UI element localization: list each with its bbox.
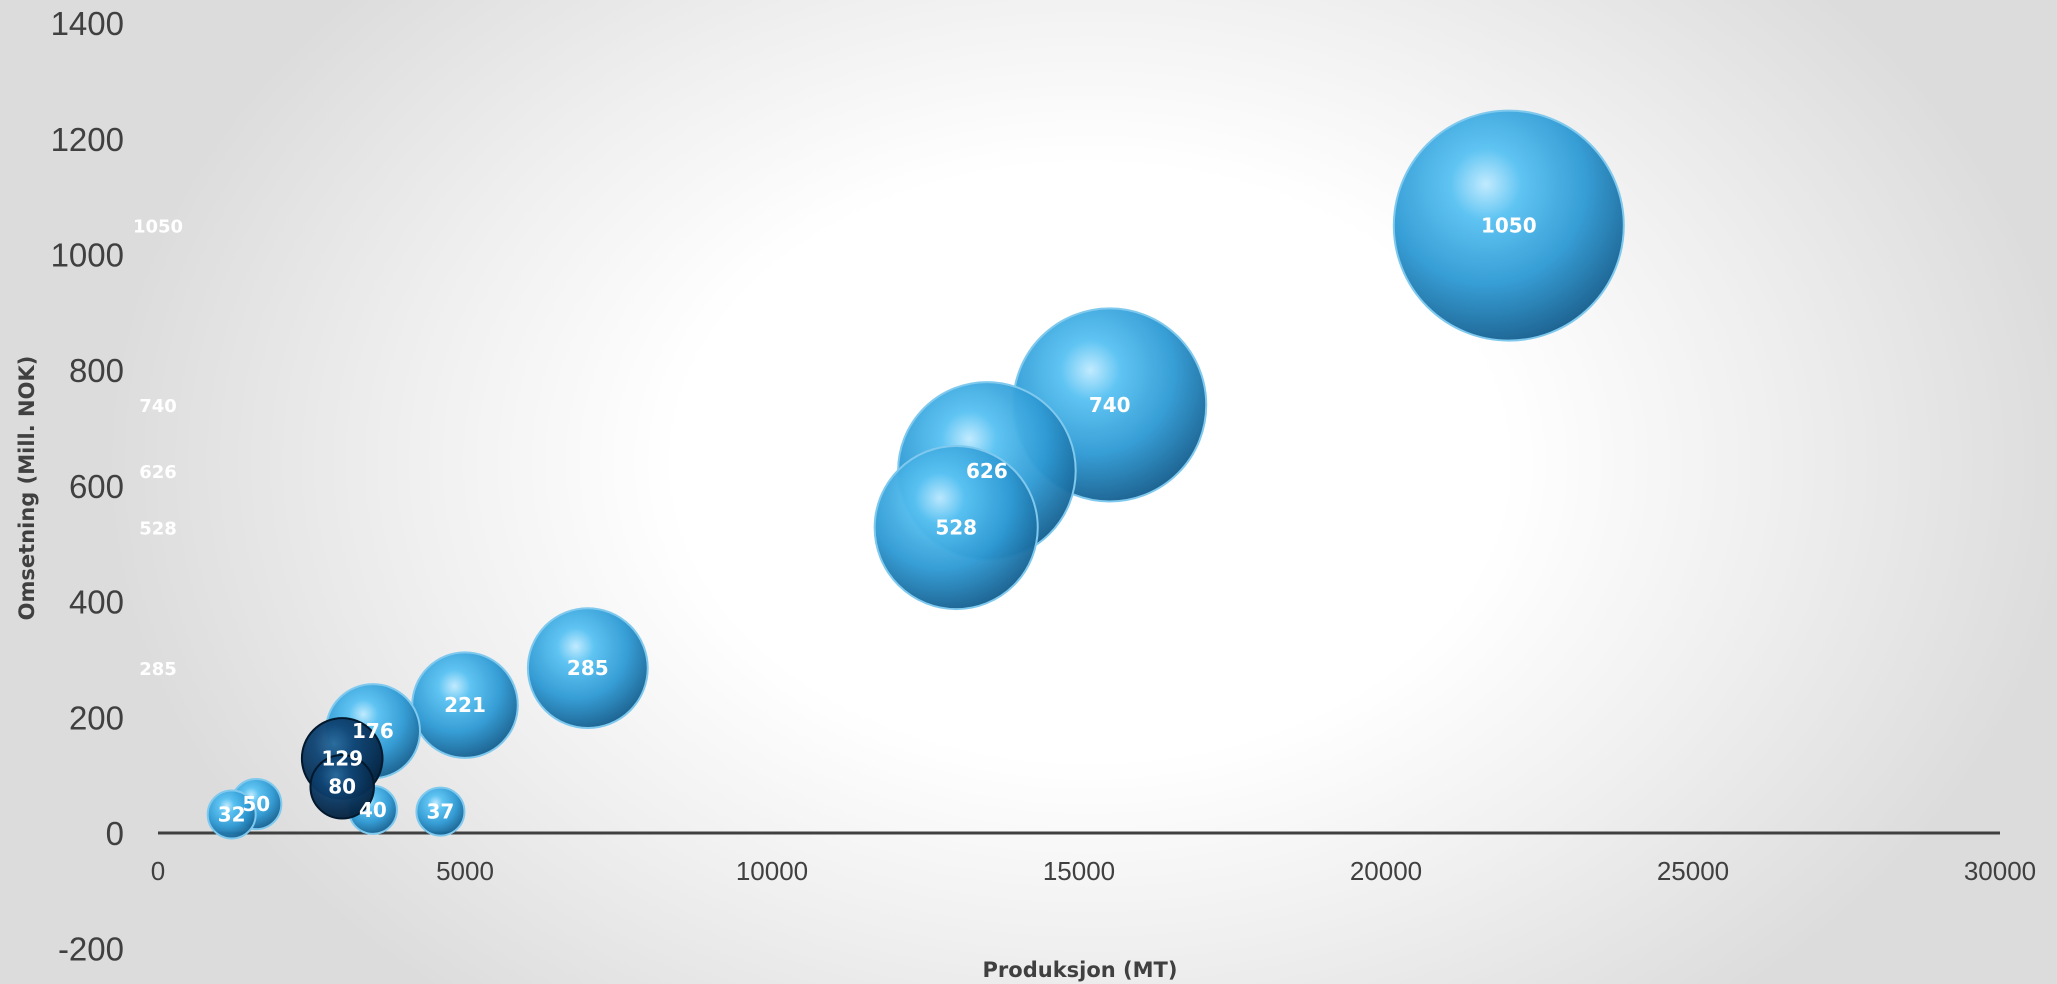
bubble-value-label: 285	[567, 656, 609, 680]
bubble-value-label: 40	[359, 798, 387, 822]
bubble	[526, 607, 649, 730]
y-axis-title: Omsetning (Mill. NOK)	[15, 356, 39, 621]
x-tick-label: 15000	[1043, 856, 1115, 886]
bubble-value-label: 221	[444, 693, 486, 717]
side-value-label: 740	[139, 396, 177, 417]
side-value-label: 285	[139, 659, 177, 680]
y-tick-label: 1400	[51, 5, 124, 42]
x-tick-label: 20000	[1350, 856, 1422, 886]
bubble-value-label: 176	[352, 719, 394, 743]
x-tick-label: 10000	[736, 856, 808, 886]
y-tick-label: 200	[69, 699, 124, 736]
bubble-value-label: 50	[242, 792, 270, 816]
bubble-value-label: 32	[218, 802, 246, 826]
x-tick-label: 30000	[1964, 856, 2036, 886]
bubble	[1392, 109, 1625, 342]
y-tick-label: 400	[69, 584, 124, 621]
y-tick-label: -200	[58, 931, 124, 968]
y-tick-label: 1200	[51, 121, 124, 158]
side-value-label: 528	[139, 519, 177, 540]
bubble	[415, 786, 466, 837]
x-tick-label: 25000	[1657, 856, 1729, 886]
y-tick-label: 1000	[51, 237, 124, 274]
y-tick-label: 600	[69, 468, 124, 505]
y-tick-label: 800	[69, 352, 124, 389]
x-tick-label: 5000	[436, 856, 494, 886]
bubble-value-label: 740	[1089, 393, 1131, 417]
bubble	[873, 445, 1039, 611]
bubble-value-label: 129	[321, 746, 363, 770]
bubble-value-label: 1050	[1481, 214, 1537, 238]
bubble-value-label: 80	[328, 775, 356, 799]
bubble	[206, 789, 257, 840]
y-tick-label: 0	[106, 815, 124, 852]
bubble-value-label: 528	[935, 516, 977, 540]
bubble	[309, 753, 375, 820]
bubble-value-label: 37	[427, 800, 455, 824]
side-value-label: 1050	[133, 217, 183, 238]
side-value-label: 626	[139, 462, 177, 483]
bubble-value-label: 626	[966, 459, 1008, 483]
x-axis-title: Produksjon (MT)	[983, 958, 1178, 982]
x-tick-label: 0	[151, 856, 165, 886]
